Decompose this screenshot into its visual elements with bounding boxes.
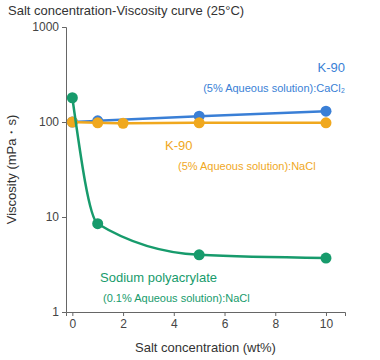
title: Salt concentration-Viscosity curve (25°C…: [8, 3, 244, 18]
y-axis-title: Viscosity (mPa・s): [4, 115, 19, 225]
x-tick-label: 8: [272, 317, 279, 331]
y-tick-label: 1000: [32, 20, 59, 34]
series-name: K-90: [318, 60, 345, 75]
x-tick-mark: [72, 312, 73, 316]
series-point: [67, 92, 78, 103]
chart: Salt concentration-Viscosity curve (25°C…: [0, 0, 380, 360]
y-axis-line: [62, 28, 67, 313]
y-tick-mark: [62, 122, 66, 123]
series-condition: (5% Aqueous solution):NaCl: [178, 160, 316, 172]
plot-area: [67, 92, 332, 263]
y-tick: 100: [39, 115, 66, 129]
x-tick-label: 2: [120, 317, 127, 331]
x-tick: 2: [120, 312, 127, 331]
series-point: [118, 118, 129, 129]
y-axis: 1 10 100 1000: [32, 20, 66, 319]
y-tick-mark: [62, 27, 66, 28]
y-tick-label: 100: [39, 115, 59, 129]
y-tick: 1: [52, 305, 66, 319]
x-tick-label: 10: [320, 317, 334, 331]
x-tick: 8: [272, 312, 279, 331]
y-tick: 1000: [32, 20, 66, 34]
series-condition: (5% Aqueous solution):CaCl₂: [203, 82, 345, 94]
x-tick-label: 4: [171, 317, 178, 331]
x-tick-label: 0: [69, 317, 76, 331]
y-tick: 10: [46, 210, 66, 224]
series-point: [194, 249, 205, 260]
y-tick-label: 1: [52, 305, 59, 319]
series-labels: K-90 (5% Aqueous solution):CaCl₂ K-90 (5% A…: [100, 60, 345, 304]
x-axis-line: [67, 313, 346, 317]
series-point: [92, 117, 103, 128]
series-name: Sodium polyacrylate: [100, 270, 217, 285]
x-tick: 10: [320, 312, 334, 331]
x-axis: 0 2 4 6 8 10: [67, 312, 346, 331]
x-tick: 4: [171, 312, 178, 331]
x-tick: 6: [222, 312, 229, 331]
series-name: K-90: [165, 138, 192, 153]
x-tick: 0: [69, 312, 76, 331]
y-tick-label: 10: [46, 210, 60, 224]
x-tick-label: 6: [222, 317, 229, 331]
x-tick-mark: [326, 312, 327, 316]
x-axis-title: Salt concentration (wt%): [135, 340, 276, 355]
y-tick-mark: [62, 312, 66, 313]
series-point: [320, 106, 331, 117]
x-tick-mark: [275, 312, 276, 316]
series-line: [72, 98, 326, 258]
series-point: [194, 117, 205, 128]
series-point: [92, 218, 103, 229]
series-point: [320, 117, 331, 128]
y-tick-mark: [62, 217, 66, 218]
x-tick-mark: [225, 312, 226, 316]
series-point: [320, 253, 331, 264]
series-condition: (0.1% Aqueous solution):NaCl: [103, 292, 250, 304]
x-tick-mark: [174, 312, 175, 316]
x-tick-mark: [123, 312, 124, 316]
